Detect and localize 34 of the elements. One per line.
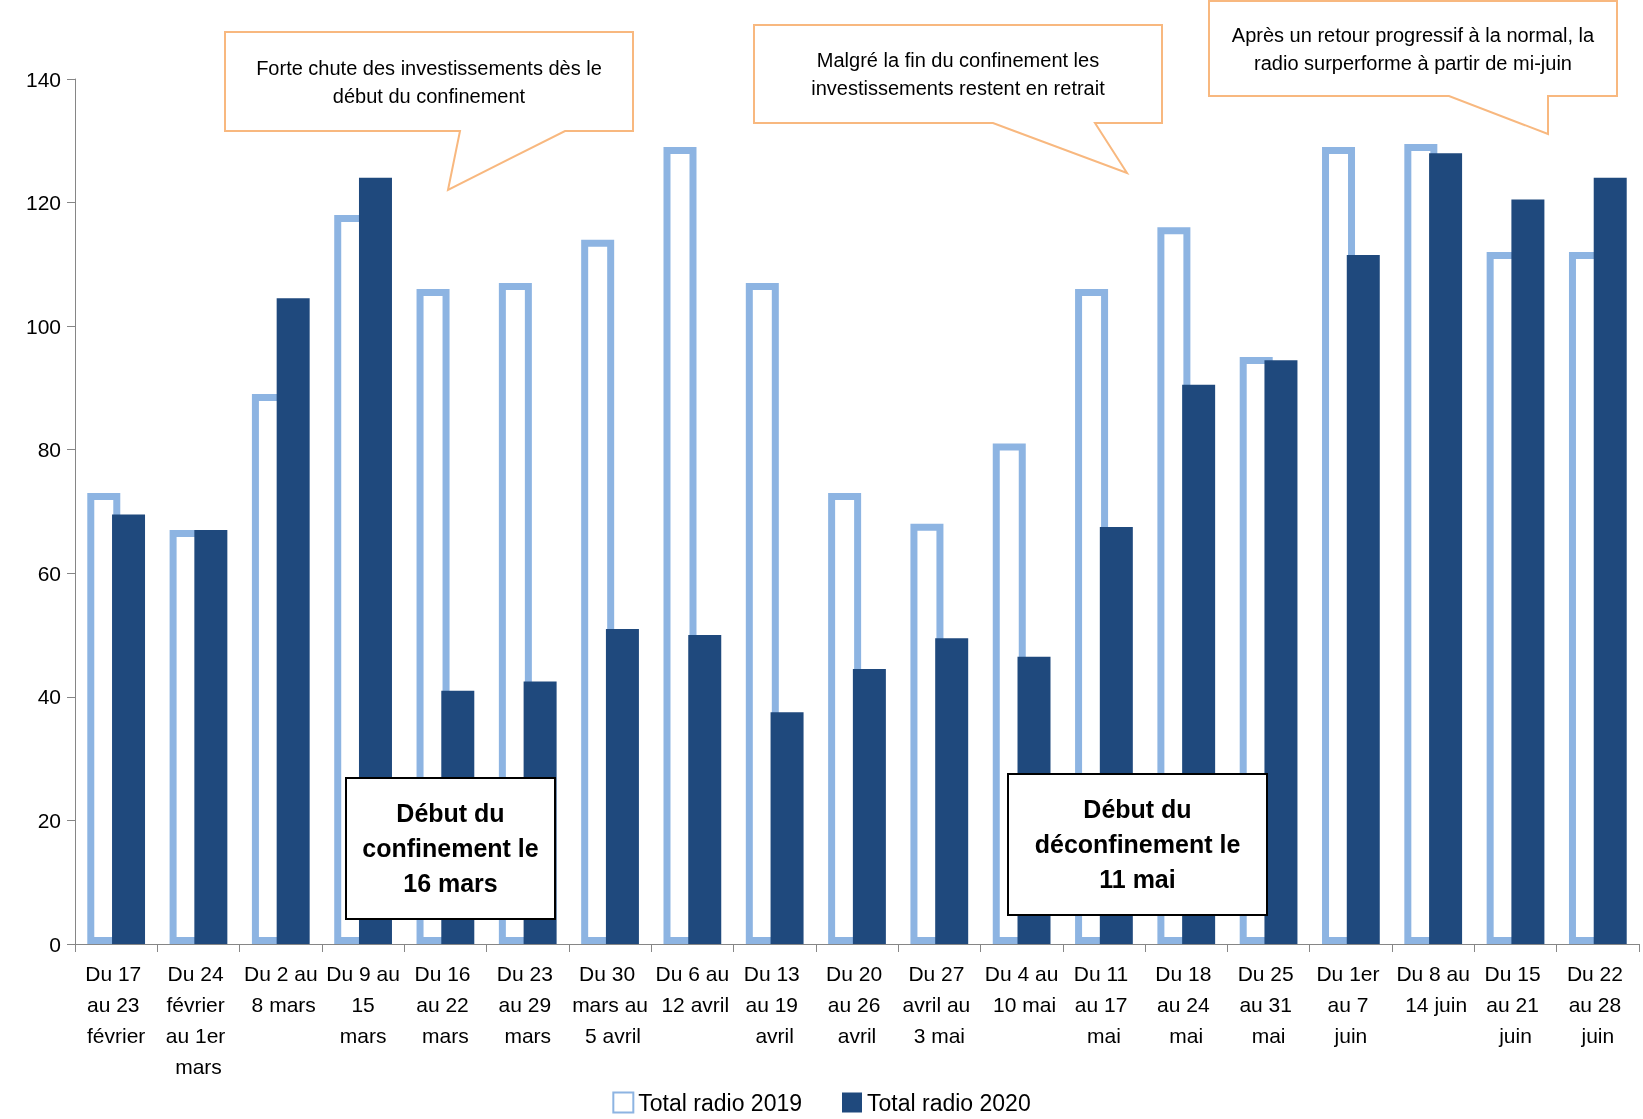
y-tick-label: 0 (49, 932, 61, 956)
text: Après un retour progressif à la normal, la radio surperforme à partir de mi-juin (1230, 22, 1596, 76)
x-tick-label: Du 17 au 23 février (85, 962, 148, 1047)
x-tick-label: Du 6 au 12 avril (655, 962, 730, 1016)
x-tick-label: Du 27 avril au 3 mai (902, 962, 977, 1047)
x-tick-label: Du 11 au 17 mai (1073, 962, 1135, 1047)
y-tick-label: 40 (37, 685, 61, 709)
annotation: Début du confinement le 16 mars (345, 777, 556, 920)
y-tick-label: 100 (25, 314, 61, 338)
x-tick-label: Du 1er au 7 juin (1316, 962, 1386, 1047)
y-tick-label: 80 (37, 438, 61, 462)
annotation: Forte chute des investissements dès le début du confinement (255, 55, 603, 109)
legend-label: Total radio 2020 (867, 1089, 1031, 1116)
x-tick-label: Du 30 mars au 5 avril (572, 962, 648, 1047)
y-tick-label: 120 (25, 191, 61, 215)
legend-label: Total radio 2019 (638, 1089, 803, 1116)
x-tick-label: Du 2 au 8 mars (244, 962, 318, 1016)
x-tick-label: Du 8 au 14 juin (1396, 962, 1470, 1016)
x-tick-label: Du 24 février au 1er mars (165, 962, 232, 1078)
annotation: Début du déconfinement le 11 mai (1007, 773, 1268, 916)
x-tick-label: Du 16 au 22 mars (414, 962, 477, 1047)
x-tick-label: Du 23 au 29 mars (496, 962, 559, 1047)
x-tick-label: Du 20 au 26 avril (826, 962, 888, 1047)
x-tick-label: Du 4 au 10 mai (984, 962, 1059, 1016)
y-tick-label: 20 (37, 808, 61, 832)
x-tick-label: Du 13 au 19 avril (743, 962, 806, 1047)
x-tick-label: Du 22 au 28 juin (1566, 962, 1629, 1047)
annotation: Malgré la fin du confinement les investissements restent en retrait (810, 48, 1106, 101)
x-tick-label: Du 9 au 15 mars (326, 962, 400, 1047)
x-tick-label: Du 15 au 21 juin (1484, 962, 1547, 1047)
x-tick-label: Du 25 au 31 mai (1237, 962, 1300, 1047)
y-tick-label: 60 (37, 561, 61, 585)
x-tick-label: Du 18 au 24 mai (1155, 962, 1218, 1047)
y-tick-label: 140 (25, 67, 61, 91)
